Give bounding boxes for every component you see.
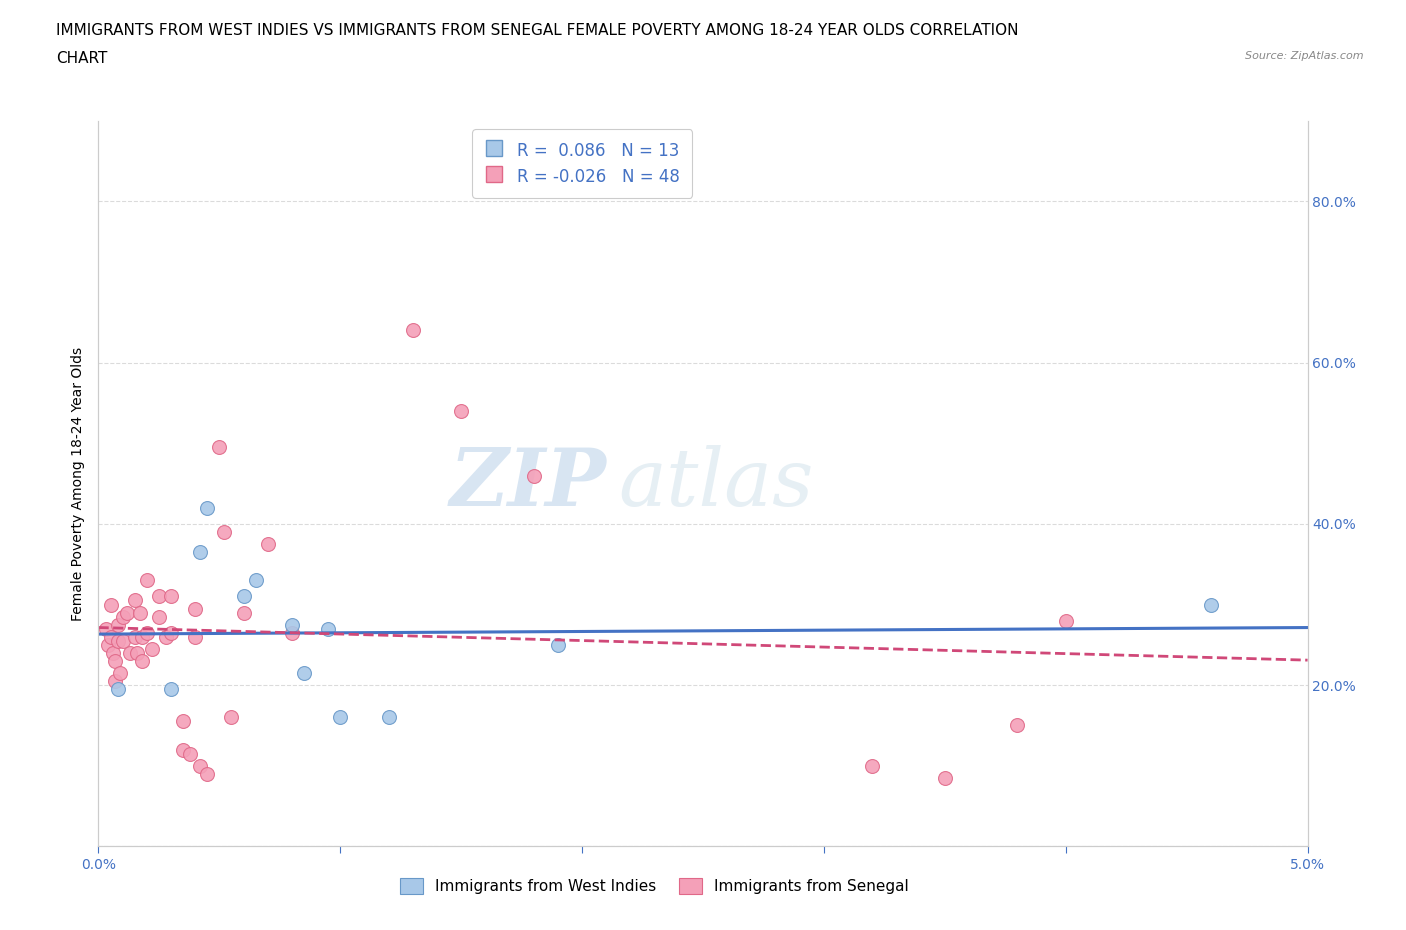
Point xyxy=(104,673,127,688)
Point xyxy=(934,770,956,785)
Point xyxy=(450,404,472,418)
Point xyxy=(281,618,304,632)
Point xyxy=(107,682,129,697)
Text: IMMIGRANTS FROM WEST INDIES VS IMMIGRANTS FROM SENEGAL FEMALE POVERTY AMONG 18-2: IMMIGRANTS FROM WEST INDIES VS IMMIGRANT… xyxy=(56,23,1019,38)
Point xyxy=(195,766,218,781)
Text: CHART: CHART xyxy=(56,51,108,66)
Point xyxy=(100,630,122,644)
Point xyxy=(131,654,153,669)
Point xyxy=(402,323,425,338)
Point xyxy=(377,710,399,724)
Point xyxy=(179,746,201,761)
Point xyxy=(135,573,157,588)
Point xyxy=(111,609,134,624)
Point xyxy=(195,500,218,515)
Point xyxy=(245,573,267,588)
Point xyxy=(172,742,194,757)
Point xyxy=(128,605,150,620)
Point xyxy=(97,637,120,652)
Point xyxy=(221,710,243,724)
Y-axis label: Female Poverty Among 18-24 Year Olds: Female Poverty Among 18-24 Year Olds xyxy=(72,347,86,620)
Text: Source: ZipAtlas.com: Source: ZipAtlas.com xyxy=(1246,51,1364,61)
Text: ZIP: ZIP xyxy=(450,445,606,523)
Point xyxy=(184,601,207,616)
Point xyxy=(124,630,146,644)
Point xyxy=(212,525,235,539)
Point xyxy=(1199,597,1222,612)
Point xyxy=(107,633,129,648)
Point xyxy=(184,630,207,644)
Point xyxy=(160,589,183,604)
Point xyxy=(292,666,315,681)
Point xyxy=(188,545,211,560)
Point xyxy=(101,645,124,660)
Point xyxy=(118,645,141,660)
Point xyxy=(107,618,129,632)
Point xyxy=(172,714,194,729)
Point xyxy=(232,589,254,604)
Point xyxy=(232,605,254,620)
Point xyxy=(155,630,177,644)
Point xyxy=(329,710,352,724)
Point xyxy=(104,654,127,669)
Point xyxy=(111,633,134,648)
Point xyxy=(148,609,170,624)
Point xyxy=(1007,718,1029,733)
Point xyxy=(117,605,139,620)
Point xyxy=(316,621,339,636)
Point xyxy=(124,593,146,608)
Text: atlas: atlas xyxy=(619,445,814,523)
Point xyxy=(160,625,183,640)
Point xyxy=(141,642,163,657)
Legend: Immigrants from West Indies, Immigrants from Senegal: Immigrants from West Indies, Immigrants … xyxy=(394,872,915,900)
Point xyxy=(135,625,157,640)
Point xyxy=(127,645,149,660)
Point xyxy=(256,537,278,551)
Point xyxy=(148,589,170,604)
Point xyxy=(100,597,122,612)
Point xyxy=(860,758,883,773)
Point xyxy=(131,630,153,644)
Point xyxy=(523,468,546,483)
Point xyxy=(188,758,211,773)
Point xyxy=(108,666,131,681)
Point xyxy=(94,621,117,636)
Point xyxy=(547,637,569,652)
Point xyxy=(1054,613,1077,628)
Point xyxy=(281,625,304,640)
Point xyxy=(208,440,231,455)
Point xyxy=(160,682,183,697)
